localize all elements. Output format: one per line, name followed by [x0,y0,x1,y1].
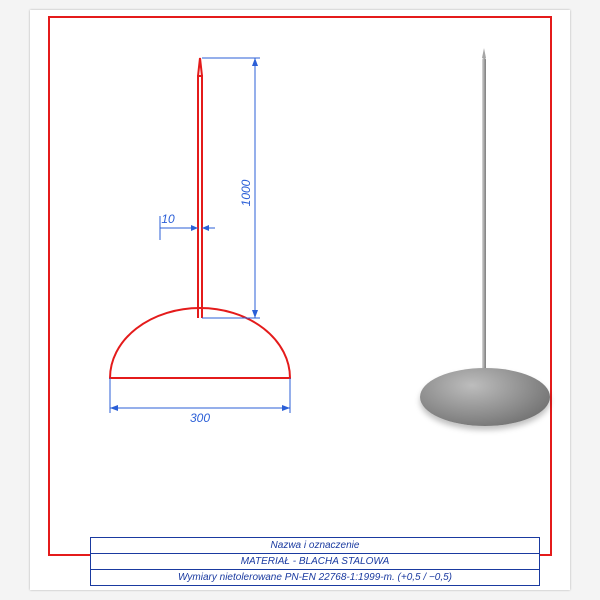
dim-diameter: 10 [160,212,215,240]
dim-diameter-value: 10 [161,212,175,226]
render-base [420,368,550,426]
drawing-sheet: 1000 10 300 [30,10,570,590]
dim-base-value: 300 [190,411,210,425]
tolerance-value: (+0,5 / −0,5) [398,572,452,583]
tolerance-prefix: Wymiary nietolerowane PN-EN 22768-1:1999… [178,572,395,583]
titleblock-tolerance: Wymiary nietolerowane PN-EN 22768-1:1999… [91,569,539,585]
render-tip-icon [482,48,486,58]
dim-height: 1000 [202,58,260,318]
title-block: Nazwa i oznaczenie MATERIAŁ - BLACHA STA… [90,537,540,586]
titleblock-material: MATERIAŁ - BLACHA STALOWA [91,553,539,569]
drawing-frame: 1000 10 300 [48,16,552,556]
render-rod [482,58,486,388]
front-view: 1000 10 300 [50,18,350,448]
dim-base-width: 300 [110,378,290,425]
titleblock-name-label: Nazwa i oznaczenie [91,538,539,553]
dim-height-value: 1000 [239,179,253,206]
